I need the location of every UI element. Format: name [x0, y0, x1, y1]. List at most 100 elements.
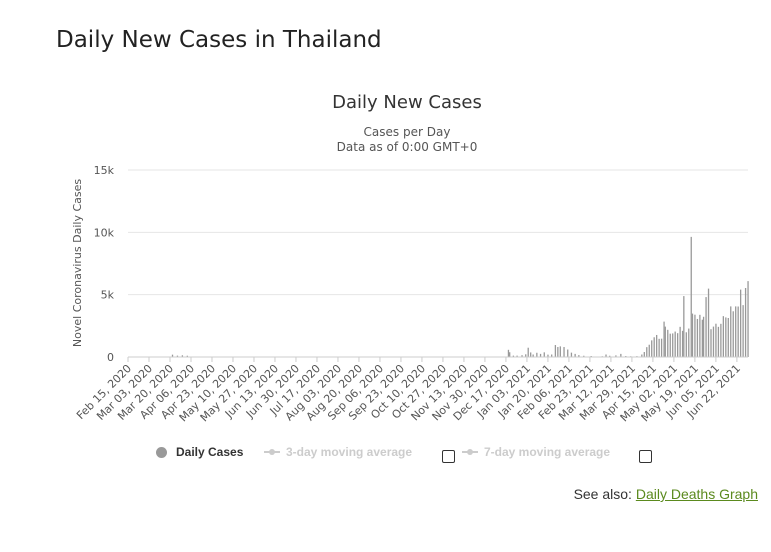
chart-subtitle-line1: Cases per Day [364, 125, 451, 139]
bar [186, 355, 188, 357]
bar [547, 354, 549, 357]
chart-subtitle-line2: Data as of 0:00 GMT+0 [337, 140, 478, 154]
bar [690, 236, 692, 357]
daily-deaths-link[interactable]: Daily Deaths Graph [635, 486, 758, 502]
bar [574, 353, 576, 357]
bar [732, 311, 734, 357]
bar [583, 355, 585, 357]
bar [176, 355, 179, 357]
bar [685, 332, 687, 357]
bar [525, 354, 527, 357]
bar [694, 314, 696, 357]
bar [641, 354, 643, 357]
bar [667, 329, 669, 357]
y-axis-ticks: 0 5k 10k 15k [94, 164, 115, 364]
bar [669, 333, 671, 357]
bar [720, 323, 722, 357]
bar [702, 316, 705, 357]
page-title: Daily New Cases in Thailand [56, 27, 382, 53]
bar [730, 306, 732, 357]
bar [648, 344, 650, 357]
bar [699, 314, 701, 357]
bar [643, 352, 645, 357]
bar [532, 354, 534, 357]
bar [691, 313, 694, 357]
bar [674, 331, 676, 357]
legend-dot-icon [156, 446, 167, 458]
legend-daily-cases[interactable]: Daily Cases [156, 445, 243, 459]
see-also-label: See also: [573, 486, 632, 502]
bar [570, 352, 573, 357]
bar [620, 353, 622, 357]
gridlines [128, 169, 748, 296]
y-tick-label: 15k [94, 164, 115, 177]
legend-3day-label: 3-day moving average [286, 445, 413, 459]
bar [747, 281, 749, 357]
bar [739, 289, 742, 357]
legend-line-icon [264, 449, 280, 455]
bar [559, 346, 561, 357]
bar [536, 352, 538, 357]
bar [653, 337, 655, 357]
bar [679, 326, 681, 357]
bar [727, 317, 729, 357]
bar [567, 349, 569, 357]
bar [605, 354, 607, 357]
bar [717, 326, 720, 357]
bar [735, 306, 737, 357]
bar [710, 329, 712, 357]
legend-7day-label: 7-day moving average [484, 445, 611, 459]
y-axis-label: Novel Coronavirus Daily Cases [71, 179, 84, 347]
avg7-checkbox[interactable] [639, 450, 652, 463]
bar [656, 334, 658, 357]
bar [543, 352, 545, 357]
bar [681, 330, 684, 357]
bar [677, 333, 679, 357]
bar [664, 326, 666, 357]
bar [509, 352, 511, 357]
legend-line-icon [462, 449, 478, 455]
bar [651, 340, 653, 357]
bar [615, 355, 617, 357]
y-tick-label: 10k [94, 226, 115, 239]
avg3-checkbox[interactable] [442, 450, 455, 463]
bar [609, 355, 611, 357]
bar [705, 297, 707, 357]
y-tick-label: 5k [101, 289, 115, 302]
bar [578, 355, 580, 357]
bar [171, 354, 174, 357]
bar [688, 328, 690, 357]
bar [701, 319, 703, 357]
bar [521, 355, 523, 357]
bar [527, 347, 529, 357]
bar [660, 338, 663, 357]
legend-3day-average[interactable]: 3-day moving average [264, 445, 412, 459]
bar [181, 355, 184, 357]
bar [563, 347, 565, 357]
bar [539, 353, 542, 357]
bar [512, 355, 515, 357]
bar [725, 317, 727, 357]
y-tick-label: 0 [107, 351, 114, 364]
bar [530, 352, 532, 357]
bar [683, 296, 685, 357]
bar [696, 318, 699, 357]
daily-cases-chart: Daily New Cases Cases per Day Data as of… [71, 92, 749, 424]
see-also: See also: Daily Deaths Graph [574, 486, 758, 502]
chart-title: Daily New Cases [332, 92, 482, 113]
bar [646, 347, 648, 357]
bar [663, 321, 665, 357]
bar [658, 338, 660, 357]
bars [171, 236, 749, 357]
bar [554, 345, 557, 357]
bar [715, 323, 717, 357]
bar [557, 347, 559, 357]
bar [672, 333, 674, 357]
bar [551, 354, 553, 357]
bar [507, 349, 510, 357]
bar [744, 288, 747, 357]
legend-daily-cases-label: Daily Cases [176, 445, 244, 459]
legend-7day-average[interactable]: 7-day moving average [462, 445, 610, 459]
bar [516, 355, 518, 357]
